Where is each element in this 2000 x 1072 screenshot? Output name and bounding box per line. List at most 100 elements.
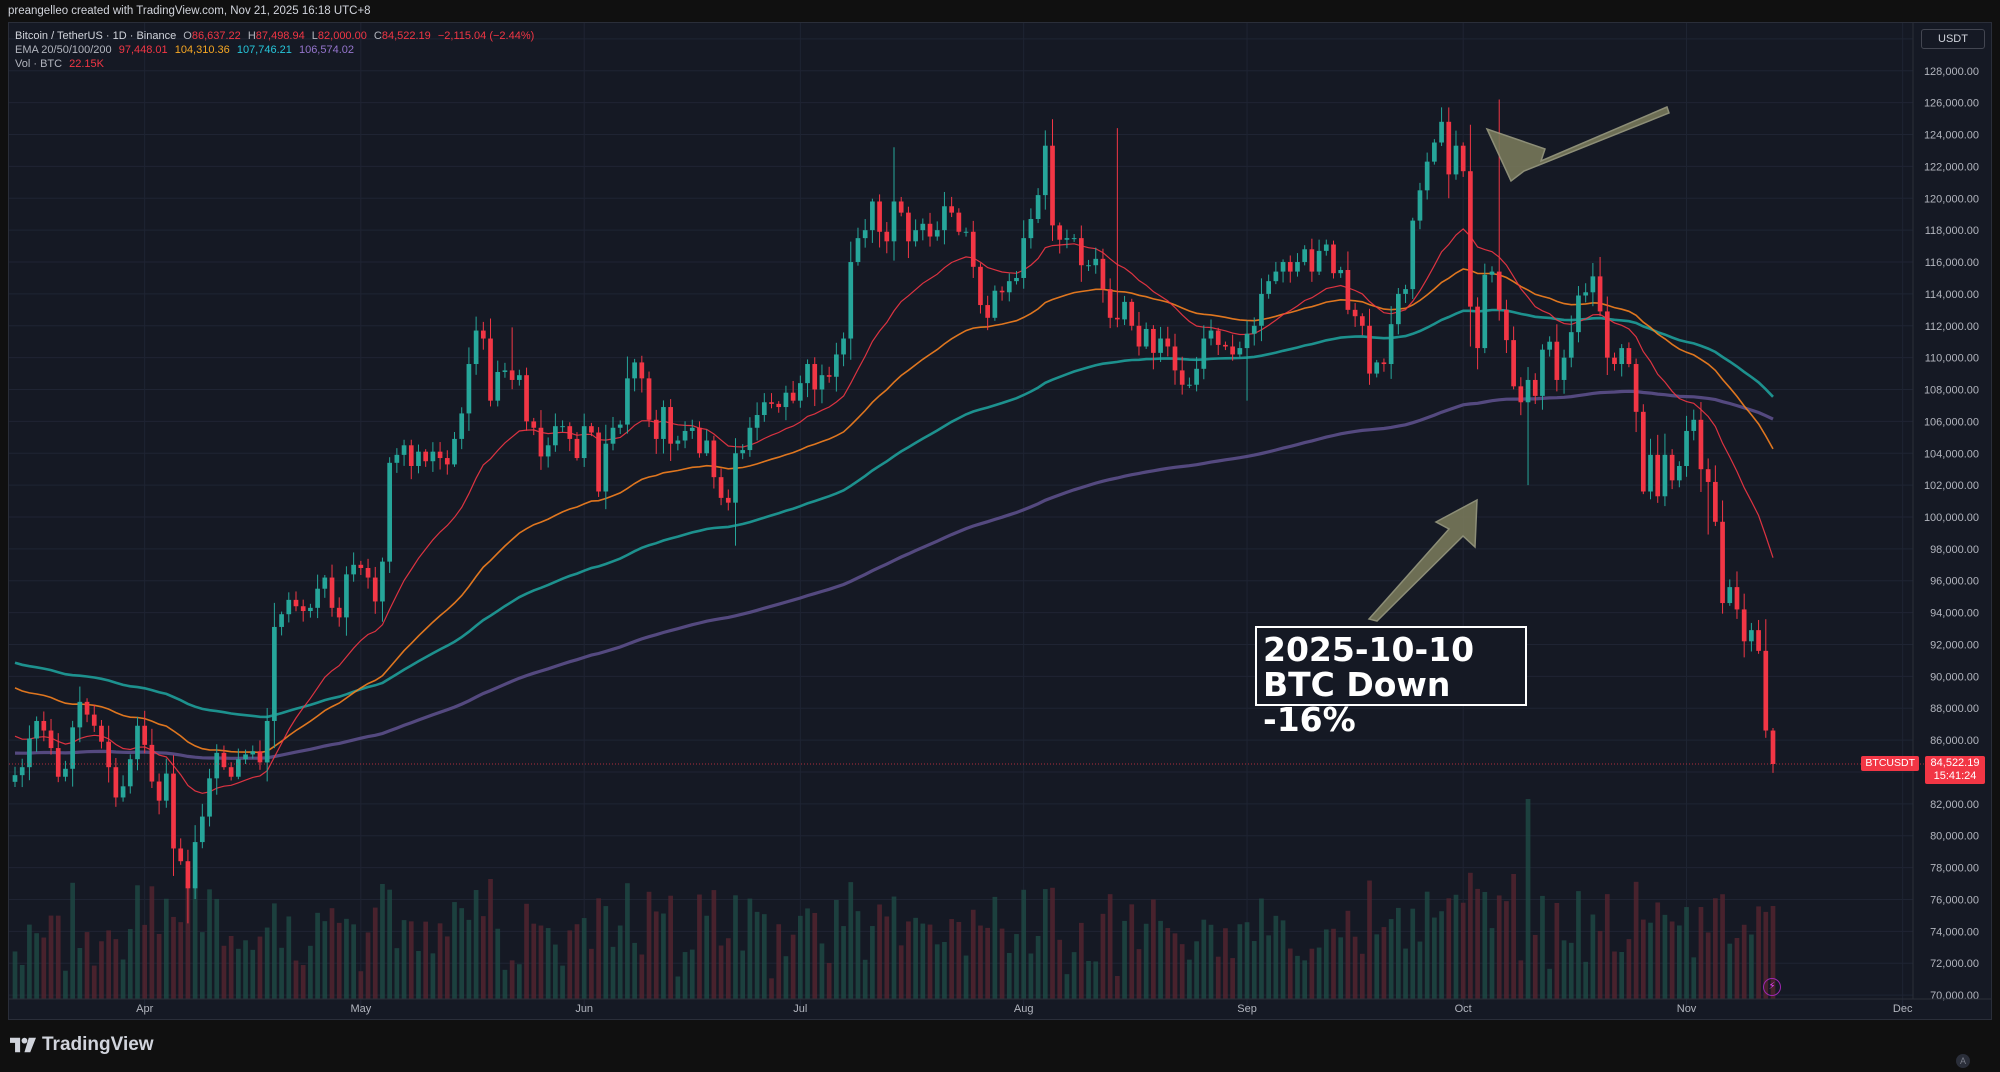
volume-bar: [1417, 941, 1423, 999]
volume-bar: [444, 936, 450, 999]
candle: [12, 766, 18, 788]
candle: [1107, 278, 1113, 329]
candle: [315, 574, 320, 619]
volume-bar: [149, 886, 155, 999]
y-tick-label: 98,000.00: [1930, 544, 1979, 556]
candle: [790, 380, 796, 404]
candle-body: [387, 462, 392, 562]
volume-bar: [1172, 933, 1178, 999]
currency-button[interactable]: USDT: [1921, 29, 1985, 49]
volume-bar: [106, 930, 112, 999]
candle-body: [747, 427, 753, 451]
volume-bar: [1374, 934, 1380, 999]
volume-bar: [718, 945, 724, 999]
chart-panel[interactable]: 70,000.00 72,000.00 74,000.00 76,000.00 78,0…: [8, 22, 1992, 1020]
volume-bar: [185, 884, 191, 999]
legend-symbol[interactable]: Bitcoin / TetherUS · 1D · Binance: [15, 30, 177, 42]
candle-body: [1359, 316, 1365, 326]
volume-bar: [790, 934, 796, 999]
candle: [898, 196, 904, 217]
volume-bar: [502, 969, 508, 999]
candle-body: [509, 370, 515, 380]
volume-bar: [1302, 960, 1308, 999]
volume-bar: [653, 911, 659, 999]
volume-bar: [1201, 919, 1207, 999]
volume-bar: [733, 895, 738, 999]
price-chart[interactable]: 70,000.00 72,000.00 74,000.00 76,000.00 78,0…: [9, 23, 1992, 1020]
candle: [574, 432, 580, 461]
candle-body: [1576, 295, 1581, 333]
candle: [553, 413, 558, 452]
candle-body: [192, 842, 198, 889]
legend-vol-row[interactable]: Vol · BTC 22.15K: [15, 57, 538, 71]
auto-scale-button[interactable]: A: [1956, 1054, 1970, 1068]
candle: [1489, 266, 1495, 283]
candle-body: [149, 744, 155, 782]
candle: [625, 356, 630, 434]
volume-bar: [452, 902, 457, 999]
candle-body: [1194, 368, 1199, 385]
candle-body: [1698, 419, 1704, 470]
volume-bar: [1323, 929, 1329, 999]
candle: [1172, 333, 1178, 385]
tradingview-logo[interactable]: TradingView: [10, 1034, 154, 1056]
candle: [1093, 247, 1099, 274]
volume-bar: [401, 920, 407, 999]
candle-body: [934, 230, 940, 237]
volume-bar: [1006, 952, 1012, 999]
candle: [27, 725, 32, 781]
volume-bar: [55, 915, 61, 999]
candle: [1316, 239, 1322, 276]
candle: [1547, 336, 1552, 357]
candle: [805, 359, 810, 398]
candle-body: [949, 206, 954, 213]
volume-bar: [495, 928, 501, 999]
candle: [1446, 107, 1452, 199]
candle: [207, 768, 212, 827]
candle: [380, 557, 385, 622]
volume-bar: [1518, 960, 1524, 999]
volume-bar: [163, 898, 169, 999]
candle-body: [697, 427, 702, 454]
candle: [156, 773, 162, 815]
candle: [1619, 344, 1625, 377]
volume-bar: [315, 912, 320, 999]
volume-bar: [819, 943, 825, 999]
candle-body: [495, 371, 501, 401]
volume-bar: [84, 932, 90, 999]
volume-bar: [127, 929, 133, 999]
candle: [639, 355, 645, 393]
lightning-icon[interactable]: ⚡: [1763, 978, 1781, 996]
candle-body: [956, 212, 962, 232]
candle-body: [55, 748, 61, 777]
volume-bar: [257, 936, 263, 999]
annotation-textbox[interactable]: 2025-10-10 BTC Down -16%: [1255, 626, 1527, 737]
volume-bar: [1684, 907, 1689, 999]
annotation-date: 2025-10-10: [1263, 630, 1475, 669]
legend-ema-row[interactable]: EMA 20/50/100/200 97,448.01 104,310.36 1…: [15, 43, 538, 57]
candle-body: [999, 290, 1005, 293]
candle: [603, 424, 609, 510]
candle-body: [1676, 466, 1682, 481]
candle-body: [1323, 244, 1329, 251]
candle: [1576, 286, 1581, 343]
candle: [1237, 341, 1243, 358]
candle: [560, 420, 565, 432]
candle: [754, 402, 760, 441]
candle: [192, 825, 198, 900]
candle: [1669, 449, 1675, 490]
y-tick-label: 88,000.00: [1930, 703, 1979, 715]
candle: [1424, 152, 1430, 200]
volume-bar: [228, 935, 234, 999]
candle-body: [1345, 270, 1351, 310]
volume-bar: [884, 916, 890, 999]
candle-body: [725, 497, 731, 503]
volume-bar: [1071, 952, 1077, 999]
volume-bar: [689, 949, 695, 999]
candle: [495, 360, 501, 407]
candle-body: [1734, 587, 1740, 610]
candle: [1698, 402, 1704, 492]
volume-bar: [1676, 925, 1682, 999]
candle: [149, 728, 155, 789]
candle-body: [120, 786, 126, 798]
